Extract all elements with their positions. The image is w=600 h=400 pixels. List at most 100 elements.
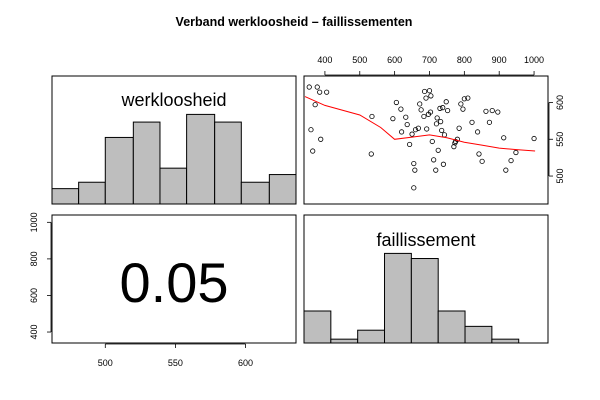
scatter-point [312, 102, 318, 108]
tick-label: 550 [168, 358, 183, 368]
panel-histogram-werkloosheid: werkloosheid [51, 75, 297, 205]
left-axis-faillissement: 400 600 800 1000 [29, 212, 52, 340]
scatter-points [306, 84, 537, 191]
scatter-point [440, 105, 446, 111]
scatter-point [443, 99, 449, 105]
scatter-point [495, 109, 501, 115]
scatter-point [440, 161, 447, 167]
scatter-point [411, 185, 417, 191]
scatter-point [407, 141, 413, 148]
scatter-point [531, 135, 537, 142]
tick-label: 1000 [29, 212, 39, 232]
scatter-point [310, 148, 316, 154]
bottom-axis-werkloosheid: 500 550 600 [98, 343, 253, 368]
scatter-point [412, 167, 418, 173]
tick-label: 400 [317, 55, 332, 65]
diag-label-faillissement: faillissement [376, 230, 475, 250]
scatter-point [421, 113, 427, 120]
panel-scatter: 400 500 600 700 800 900 1000 500 550 600 [303, 55, 565, 205]
scatter-point [324, 89, 330, 95]
scatter-point [454, 136, 460, 142]
scatter-point [456, 125, 462, 131]
scatter-point [393, 99, 399, 106]
scatter-point [503, 167, 509, 173]
scatter-point [483, 108, 489, 114]
scatter-point [431, 157, 437, 163]
histogram-bar [186, 113, 216, 205]
scatter-point [409, 131, 415, 137]
scatter-point [317, 89, 323, 95]
scatter-point [465, 95, 471, 101]
histogram-bar [464, 325, 493, 344]
tick-label: 600 [555, 95, 565, 110]
scatter-point [501, 135, 507, 141]
scatter-point [422, 88, 428, 95]
scatter-point [415, 125, 421, 131]
scatter-point [476, 151, 482, 157]
correlation-value: 0.05 [120, 251, 229, 314]
scatter-point [437, 105, 443, 111]
scatter-point [417, 101, 423, 107]
scatter-point [423, 95, 429, 101]
tick-label: 600 [238, 358, 253, 368]
scatter-point [398, 129, 405, 135]
scatter-point [438, 119, 444, 125]
scatter-point [318, 136, 324, 142]
histogram-bar [437, 310, 466, 344]
scatter-point [426, 88, 433, 94]
scatter-point [489, 107, 495, 114]
panel-frame-bottom-right [303, 214, 549, 344]
panel-frame-top-right [303, 75, 549, 205]
histogram-werkloosheid-bars [51, 113, 297, 205]
histogram-bar [491, 338, 520, 344]
tick-label: 1000 [524, 55, 544, 65]
histogram-bar [132, 121, 161, 205]
tick-label: 800 [457, 55, 472, 65]
scatter-point [445, 107, 451, 114]
scatter-point [398, 106, 404, 112]
chart-title: Verband werkloosheid – faillissementen [176, 15, 413, 29]
scatter-point [461, 96, 467, 102]
histogram-bar [240, 181, 270, 205]
histogram-bar [384, 252, 412, 344]
scatter-point [513, 149, 519, 156]
scatter-point [429, 138, 435, 145]
histogram-bar [78, 181, 106, 205]
scatter-point [418, 107, 424, 113]
tick-label: 800 [29, 251, 39, 266]
scatter-point [403, 114, 409, 120]
scatter-point [427, 109, 434, 115]
histogram-bar [159, 167, 188, 205]
scatter-point [369, 113, 375, 120]
histogram-faillissement-bars [303, 252, 520, 344]
scatter-point [451, 144, 457, 150]
scatter-point [439, 127, 445, 134]
smooth-line [304, 96, 536, 152]
histogram-bar [410, 258, 439, 344]
histogram-bar [214, 121, 242, 205]
scatter-point [474, 129, 481, 135]
scatter-point [460, 106, 466, 112]
tick-label: 550 [555, 132, 565, 147]
right-axis-werkloosheid: 500 550 600 [548, 95, 565, 184]
scatter-point [479, 158, 485, 164]
tick-label: 600 [29, 288, 39, 303]
scatter-point [390, 116, 396, 122]
scatter-point [424, 126, 430, 132]
histogram-bar [268, 174, 297, 205]
scatter-point [508, 157, 514, 164]
scatter-point [368, 151, 374, 157]
scatter-point [435, 147, 441, 153]
tick-label: 500 [555, 169, 565, 184]
tick-label: 500 [98, 358, 113, 368]
tick-label: 900 [492, 55, 507, 65]
histogram-bar [104, 136, 134, 205]
scatter-point [469, 119, 475, 125]
panel-frame-top-left [51, 75, 297, 205]
scatter-point [428, 93, 434, 99]
tick-label: 400 [29, 325, 39, 340]
tick-label: 600 [387, 55, 402, 65]
scatter-point [433, 167, 439, 173]
histogram-bar [357, 329, 386, 344]
